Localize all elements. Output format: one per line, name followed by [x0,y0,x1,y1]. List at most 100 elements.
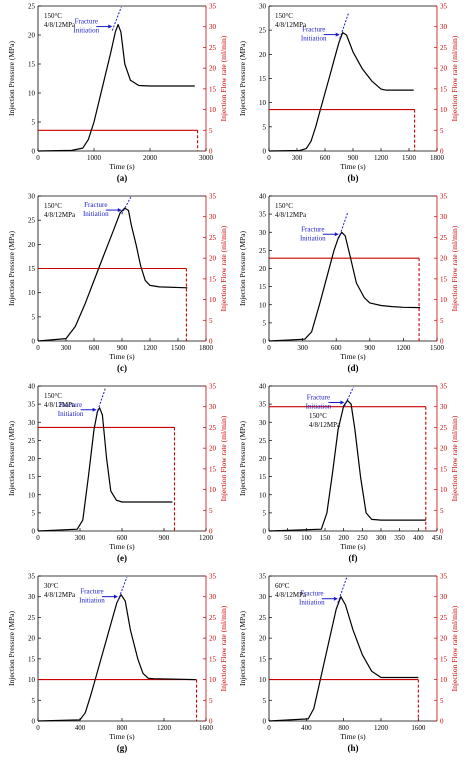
y-tick-label-right: 20 [209,65,217,73]
x-axis-title: Time (s) [340,352,366,361]
y-tick-label-left: 5 [263,509,267,517]
y-tick-label-right: 15 [440,85,448,93]
y-tick-label-right: 20 [440,445,448,453]
condition-temperature: 150°C [44,392,62,400]
x-tick-label: 200 [338,534,349,542]
initiation-label-line1: Fracture [301,225,324,233]
x-tick-label: 150 [320,534,331,542]
initiation-dash-line [96,387,107,414]
y-tick-label-left: 40 [28,383,36,391]
x-tick-label: 300 [292,154,303,162]
y-tick-label-left: 15 [259,283,267,291]
y-tick-label-right: 30 [209,23,217,31]
x-tick-label: 1200 [199,534,214,542]
initiation-dash-line [343,386,354,407]
x-tick-label: 300 [61,344,72,352]
y-axis-title-left: Injection Pressure (MPa) [238,41,247,116]
y-tick-label-right: 5 [440,317,444,325]
initiation-dash-line [111,6,122,31]
panel-label: (f) [349,553,358,563]
y-tick-label-left: 20 [259,51,267,59]
y-tick-label-right: 0 [209,148,213,156]
chart-panel-b: 0 300 600 900 1200 1500 1800051015202530051015… [238,3,459,184]
y-tick-label-right: 0 [440,338,444,346]
x-tick-label: 400 [301,724,312,732]
chart-panel-g: 0 400 800 1200 16000510152025303505101520253… [7,573,228,754]
y-tick-label-left: 0 [263,718,267,726]
y-axis-title-right: Injection Flow rate (ml/min) [219,605,228,691]
y-tick-label-left: 10 [259,301,267,309]
y-axis-title-left: Injection Pressure (MPa) [7,41,16,116]
y-tick-label-right: 15 [440,465,448,473]
panel-label: (a) [117,173,128,183]
x-tick-label: 900 [117,344,128,352]
y-tick-label-right: 35 [440,3,448,11]
x-tick-label: 1600 [199,724,214,732]
pressure-line [268,596,419,722]
x-tick-label: 50 [284,534,292,542]
y-tick-label-left: 25 [28,3,36,11]
condition-pressure-steps: 4/8/12MPa [309,421,341,429]
y-axis-title-right: Injection Flow rate (ml/min) [450,605,459,691]
y-tick-label-left: 0 [263,338,267,346]
y-tick-label-right: 10 [209,676,217,684]
pressure-line [268,231,421,342]
y-tick-label-left: 5 [263,319,267,327]
condition-pressure-steps: 4/8/12MPa [44,401,76,409]
y-tick-label-left: 30 [259,593,267,601]
x-tick-label: 0 [36,344,40,352]
y-tick-label-left: 5 [263,697,267,705]
y-tick-label-right: 30 [209,593,217,601]
condition-pressure-steps: 4/8/12MPa [275,21,307,29]
x-tick-label: 1800 [199,344,214,352]
x-tick-label: 600 [331,344,342,352]
x-tick-label: 0 [267,534,271,542]
condition-temperature: 150°C [309,412,327,420]
y-tick-label-left: 10 [28,90,36,98]
y-tick-label-left: 15 [259,473,267,481]
y-tick-label-left: 20 [259,635,267,643]
condition-temperature: 150°C [44,202,62,210]
y-tick-label-right: 30 [440,593,448,601]
y-tick-label-right: 20 [209,445,217,453]
x-tick-label: 400 [75,724,86,732]
y-tick-label-left: 20 [259,455,267,463]
y-axis-title-left: Injection Pressure (MPa) [238,231,247,306]
y-tick-label-right: 15 [209,655,217,663]
x-tick-label: 800 [338,724,349,732]
y-tick-label-right: 15 [440,655,448,663]
y-tick-label-left: 10 [259,676,267,684]
y-tick-label-right: 30 [209,213,217,221]
chart-panel-d: 0 300 600 900 1200 15000510152025303540051015… [238,193,459,374]
x-tick-label: 1200 [374,724,389,732]
y-tick-label-left: 30 [259,229,267,237]
y-tick-label-right: 10 [440,106,448,114]
x-tick-label: 0 [267,344,271,352]
y-tick-label-right: 30 [209,403,217,411]
x-axis-title: Time (s) [340,732,366,741]
y-tick-label-left: 30 [259,419,267,427]
x-tick-label: 1200 [396,344,411,352]
chart-panel-f: 0 50 100 150 200 250 300 350 400 4500510152025303… [238,383,459,564]
y-tick-label-right: 20 [440,255,448,263]
y-tick-label-right: 25 [209,614,217,622]
initiation-dash-line [339,12,350,39]
y-axis-title-left: Injection Pressure (MPa) [238,421,247,496]
condition-pressure-steps: 4/8/12MPa [275,211,307,219]
y-tick-label-right: 35 [440,383,448,391]
panel-label: (g) [117,743,128,753]
y-tick-label-right: 0 [440,528,444,536]
y-tick-label-left: 0 [32,338,36,346]
initiation-label-line1: Fracture [75,18,98,26]
y-tick-label-right: 20 [440,65,448,73]
y-tick-label-left: 30 [28,193,36,201]
y-tick-label-left: 30 [28,593,36,601]
x-tick-label: 1000 [87,154,102,162]
x-tick-label: 400 [413,534,424,542]
y-tick-label-right: 25 [209,234,217,242]
y-tick-label-left: 0 [263,148,267,156]
y-tick-label-right: 10 [209,486,217,494]
pressure-line [268,399,426,532]
condition-pressure-steps: 4/8/12MPa [44,21,76,29]
initiation-label-line1: Fracture [302,26,325,34]
